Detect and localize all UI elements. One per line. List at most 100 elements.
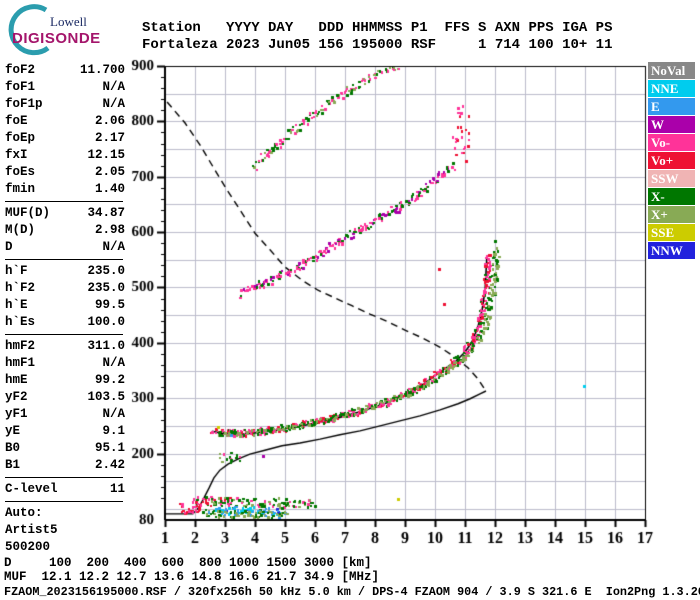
param-label: h`E	[5, 298, 28, 312]
param-row-hmf2: hmF2 311.0	[5, 338, 125, 355]
panel-divider	[5, 477, 123, 478]
param-label: h`Es	[5, 315, 36, 329]
param-value: 34.87	[87, 206, 125, 220]
legend-item-noval: NoVal	[648, 62, 695, 79]
digisonde-logo: Lowell DIGISONDE	[6, 4, 126, 56]
param-label: B0	[5, 441, 21, 455]
legend-item-nnw: NNW	[648, 242, 695, 259]
param-value: N/A	[102, 80, 125, 94]
param-label: C-level	[5, 482, 58, 496]
logo-digisonde-text: DIGISONDE	[12, 30, 101, 47]
param-value: 11	[109, 482, 125, 496]
param-value: 235.0	[87, 264, 125, 278]
param-value: 9.1	[102, 424, 125, 438]
param-value: N/A	[102, 240, 125, 254]
legend-item-x: X+	[648, 206, 695, 223]
param-row-yf2: yF2 103.5	[5, 389, 125, 406]
param-label: Artist5	[5, 523, 58, 537]
param-row-foes: foEs 2.05	[5, 164, 125, 181]
param-value: 2.17	[94, 131, 125, 145]
legend-item-vo: Vo-	[648, 134, 695, 151]
param-value: 311.0	[87, 339, 125, 353]
muf-row: MUF 12.1 12.2 12.7 13.6 14.8 16.6 21.7 3…	[4, 570, 380, 584]
param-label: Auto:	[5, 506, 43, 520]
param-label: D	[5, 240, 13, 254]
param-row-fxi: fxI 12.15	[5, 147, 125, 164]
param-label: yE	[5, 424, 21, 438]
param-row-he: h`E 99.5	[5, 297, 125, 314]
param-value: 2.98	[94, 223, 125, 237]
param-label: fxI	[5, 148, 28, 162]
legend-item-e: E	[648, 98, 695, 115]
param-row-clevel: C-level 11	[5, 481, 125, 498]
param-value: 99.5	[94, 298, 125, 312]
header-column-labels: Station YYYY DAY DDD HHMMSS P1 FFS S AXN…	[142, 20, 613, 36]
param-row-hme: hmE 99.2	[5, 372, 125, 389]
param-label: 500200	[5, 540, 51, 554]
param-row-md: M(D) 2.98	[5, 222, 125, 239]
param-row-foe: foE 2.06	[5, 113, 125, 130]
parameter-panel: foF2 11.700 foF1 N/A foF1p N/A foE 2.06 foEp 2.17…	[5, 62, 125, 556]
legend-item-x: X-	[648, 188, 695, 205]
param-label: hmE	[5, 373, 28, 387]
param-row-mufd: MUF(D) 34.87	[5, 205, 125, 222]
legend-item-nne: NNE	[648, 80, 695, 97]
param-label: yF1	[5, 407, 28, 421]
param-label: M(D)	[5, 223, 36, 237]
param-value: 95.1	[94, 441, 125, 455]
param-row-hf2: h`F2 235.0	[5, 280, 125, 297]
param-label: foE	[5, 114, 28, 128]
param-row-hmf1: hmF1 N/A	[5, 355, 125, 372]
param-value: 2.06	[94, 114, 125, 128]
param-row-d: D N/A	[5, 239, 125, 256]
param-row-ye: yE 9.1	[5, 423, 125, 440]
param-label: fmin	[5, 182, 36, 196]
param-row-auto: Auto:	[5, 505, 125, 522]
param-label: h`F2	[5, 281, 36, 295]
param-row-fof2: foF2 11.700	[5, 62, 125, 79]
param-value: N/A	[102, 97, 125, 111]
param-label: foF2	[5, 63, 36, 77]
param-value: 11.700	[79, 63, 125, 77]
param-row-yf1: yF1 N/A	[5, 406, 125, 423]
logo-lowell-text: Lowell	[50, 14, 87, 29]
param-value: 2.42	[94, 458, 125, 472]
panel-divider	[5, 259, 123, 260]
panel-divider	[5, 334, 123, 335]
distance-row: D 100 200 400 600 800 1000 1500 3000 [km…	[4, 556, 372, 570]
legend-item-sse: SSE	[648, 224, 695, 241]
param-row-500200: 500200	[5, 539, 125, 556]
legend-item-w: W	[648, 116, 695, 133]
param-label: MUF(D)	[5, 206, 51, 220]
param-label: yF2	[5, 390, 28, 404]
param-value: 2.05	[94, 165, 125, 179]
param-row-b0: B0 95.1	[5, 440, 125, 457]
echo-direction-legend: NoVal NNE E W Vo- Vo+ SSW X- X+ SSE NNW	[648, 62, 698, 260]
param-value: N/A	[102, 356, 125, 370]
param-row-artist5: Artist5	[5, 522, 125, 539]
param-row-b1: B1 2.42	[5, 457, 125, 474]
param-row-foep: foEp 2.17	[5, 130, 125, 147]
param-row-fof1p: foF1p N/A	[5, 96, 125, 113]
param-value: 12.15	[87, 148, 125, 162]
legend-item-ssw: SSW	[648, 170, 695, 187]
file-info-line: FZAOM_2023156195000.RSF / 320fx256h 50 k…	[4, 585, 700, 599]
param-value: 99.2	[94, 373, 125, 387]
param-label: foF1	[5, 80, 36, 94]
param-label: B1	[5, 458, 21, 472]
param-label: foEs	[5, 165, 36, 179]
param-value: 103.5	[87, 390, 125, 404]
param-label: foF1p	[5, 97, 43, 111]
param-row-hf: h`F 235.0	[5, 263, 125, 280]
param-row-fof1: foF1 N/A	[5, 79, 125, 96]
panel-divider	[5, 201, 123, 202]
logo-arc-icon	[8, 4, 50, 56]
param-label: hmF2	[5, 339, 36, 353]
param-row-hes: h`Es 100.0	[5, 314, 125, 331]
param-value: 100.0	[87, 315, 125, 329]
param-label: foEp	[5, 131, 36, 145]
header-station-values: Fortaleza 2023 Jun05 156 195000 RSF 1 71…	[142, 37, 613, 53]
panel-divider	[5, 501, 123, 502]
